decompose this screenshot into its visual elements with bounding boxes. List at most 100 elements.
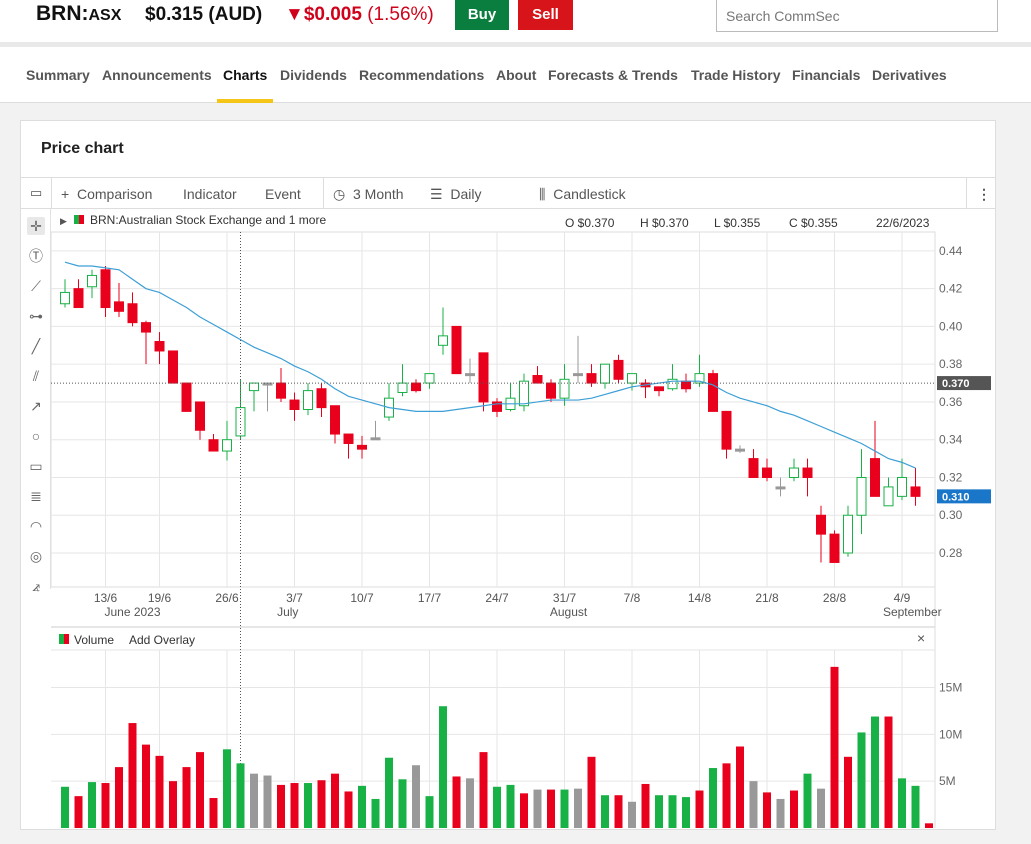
volume-bar: [223, 749, 231, 828]
ohlc-low: L $0.355: [714, 216, 761, 230]
candle-body: [195, 401, 205, 431]
candle-body: [573, 373, 583, 377]
candle-body: [249, 382, 259, 392]
crosshair-icon[interactable]: ✛: [27, 217, 45, 235]
folder-icon[interactable]: ▭: [30, 185, 43, 200]
date-tick-label: 14/8: [688, 591, 712, 605]
arc-tool-icon[interactable]: ◠: [29, 518, 43, 534]
volume-bar: [371, 798, 380, 828]
range-label: 3 Month: [353, 186, 404, 202]
interval-icon: ☰: [430, 186, 443, 202]
comparison-label: Comparison: [76, 186, 153, 202]
tab-financials[interactable]: Financials: [792, 67, 861, 83]
volume-bar: [817, 788, 825, 828]
candle-body: [316, 388, 327, 409]
candle-body: [897, 476, 907, 497]
volume-bar: [74, 796, 83, 828]
tab-announcements[interactable]: Announcements: [102, 67, 212, 83]
circle-tool-icon[interactable]: ○: [31, 428, 41, 444]
volume-bar: [61, 786, 69, 828]
toolbar-separator: [323, 178, 324, 208]
tab-forecasts-trends[interactable]: Forecasts & Trends: [548, 67, 678, 83]
volume-bar: [736, 746, 744, 828]
chart-type-label: Candlestick: [553, 186, 626, 202]
volume-series: [61, 666, 933, 828]
range-button[interactable]: ◷ 3 Month: [333, 186, 404, 203]
trendline-icon[interactable]: ╱: [31, 338, 41, 354]
close-volume-icon[interactable]: ×: [917, 630, 925, 646]
volume-bar: [803, 773, 812, 828]
candle-body: [465, 373, 475, 377]
volume-bar: [682, 797, 690, 828]
buy-button[interactable]: Buy: [455, 0, 509, 30]
ray-tool-icon[interactable]: ⊶: [29, 308, 43, 324]
tab-trade-history[interactable]: Trade History: [691, 67, 781, 83]
volume-bar: [763, 792, 771, 828]
candle-body: [276, 382, 286, 399]
chart-type-button[interactable]: ⫼ Candlestick: [539, 186, 626, 203]
volume-bar: [668, 795, 677, 828]
volume-bar: [857, 732, 866, 828]
candle-body: [721, 410, 732, 450]
legend-swatch-up: [74, 215, 79, 224]
comparison-button[interactable]: + Comparison: [61, 186, 152, 202]
volume-bar: [776, 798, 785, 828]
tab-charts[interactable]: Charts: [223, 67, 268, 83]
volume-bar: [439, 706, 447, 828]
volume-bar: [101, 783, 110, 828]
arrow-tool-icon[interactable]: ↗: [30, 398, 42, 414]
volume-bar: [250, 773, 258, 828]
price-tick-label: 0.42: [939, 282, 963, 296]
volume-bar: [466, 778, 474, 828]
volume-bar: [898, 778, 906, 828]
event-button[interactable]: Event: [265, 186, 301, 202]
volume-bar: [196, 752, 204, 828]
candle-body: [519, 380, 529, 407]
tab-recommendations[interactable]: Recommendations: [359, 67, 485, 83]
volume-bar: [533, 789, 542, 828]
expand-arrow-icon[interactable]: ▶: [60, 216, 67, 226]
candle-body: [424, 373, 435, 384]
tab-derivatives[interactable]: Derivatives: [872, 67, 947, 83]
volume-bar: [547, 789, 555, 828]
rectangle-tool-icon[interactable]: ▭: [29, 458, 43, 474]
volume-label: Volume: [74, 633, 114, 647]
line-tool-icon[interactable]: ⟋: [31, 278, 41, 294]
volume-tick-label: 10M: [939, 727, 962, 741]
candle-body: [546, 382, 556, 399]
gann-fan-icon[interactable]: ⦨: [32, 578, 40, 594]
interval-button[interactable]: ☰ Daily: [430, 186, 481, 203]
text-tool-icon[interactable]: Ⓣ: [29, 248, 43, 264]
moving-average-series: [64, 261, 916, 469]
volume-bar: [587, 756, 596, 828]
clock-icon: ◷: [333, 186, 346, 202]
volume-bar: [493, 786, 501, 828]
volume-y-axis: 5M 10M 15M: [939, 680, 962, 788]
date-tick-label: 7/8: [624, 591, 641, 605]
date-tick-label: 3/7: [286, 591, 303, 605]
indicator-button[interactable]: Indicator: [183, 186, 237, 202]
channel-icon[interactable]: ⫽: [32, 368, 40, 384]
search-input[interactable]: [716, 0, 998, 32]
volume-bar: [290, 783, 299, 828]
date-x-axis: 13/6 19/6 26/6 3/7 10/7 17/7 24/7 31/7 7/8 14/8 21…: [94, 591, 942, 619]
date-tick-label: 21/8: [755, 591, 779, 605]
volume-bar: [317, 780, 326, 828]
target-icon[interactable]: ◎: [29, 548, 43, 564]
tab-summary[interactable]: Summary: [26, 67, 90, 83]
candle-body: [492, 401, 502, 412]
fibonacci-icon[interactable]: ≣: [30, 488, 42, 504]
price-tick-label: 0.38: [939, 357, 963, 371]
add-overlay-button[interactable]: Add Overlay: [129, 633, 195, 647]
sell-button[interactable]: Sell: [518, 0, 573, 30]
more-menu-icon[interactable]: ⋮: [977, 186, 991, 202]
tab-about[interactable]: About: [496, 67, 537, 83]
date-tick-label: 10/7: [350, 591, 374, 605]
volume-tick-label: 15M: [939, 680, 962, 694]
tab-dividends[interactable]: Dividends: [280, 67, 347, 83]
volume-bar: [142, 744, 150, 828]
candle-body: [762, 467, 772, 478]
price-tick-label: 0.28: [939, 546, 963, 560]
volume-bar: [925, 823, 933, 828]
candle-body: [843, 514, 853, 554]
